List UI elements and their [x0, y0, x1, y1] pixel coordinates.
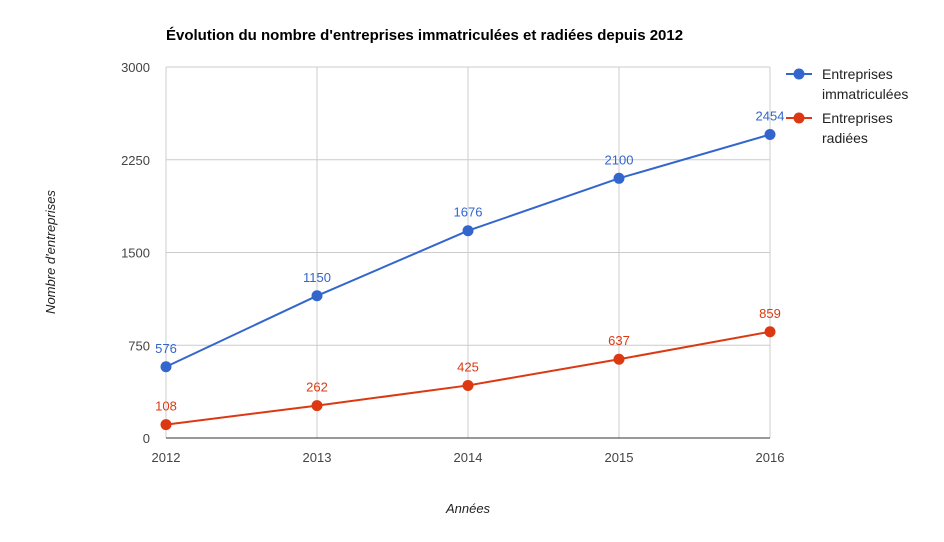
- y-axis-ticks: 0 750 1500 2250 3000: [121, 60, 150, 446]
- data-label: 1676: [454, 205, 483, 220]
- data-point: [462, 225, 474, 237]
- y-tick-label: 0: [143, 431, 150, 446]
- legend: Entreprises immatriculées Entreprises radié…: [786, 66, 908, 146]
- data-point: [160, 361, 172, 373]
- legend-label: immatriculées: [822, 86, 908, 102]
- y-tick-label: 1500: [121, 246, 150, 261]
- data-label: 108: [155, 399, 177, 414]
- legend-item-2: Entreprises radiées: [786, 110, 893, 146]
- data-point: [613, 353, 625, 365]
- data-label: 2100: [605, 152, 634, 167]
- legend-item-1: Entreprises immatriculées: [786, 66, 908, 102]
- x-tick-label: 2013: [303, 450, 332, 465]
- grid: [165, 66, 771, 439]
- x-tick-label: 2015: [605, 450, 634, 465]
- legend-label: Entreprises: [822, 110, 893, 126]
- x-tick-label: 2012: [152, 450, 181, 465]
- y-tick-label: 2250: [121, 153, 150, 168]
- data-label: 425: [457, 359, 479, 374]
- x-axis-label: Années: [445, 501, 491, 516]
- legend-swatch-dot: [793, 112, 805, 124]
- series: 576 1150 1676 2100 2454 108 262 425 637 859: [155, 109, 784, 431]
- x-axis-ticks: 2012 2013 2014 2015 2016: [152, 450, 785, 465]
- legend-swatch-dot: [793, 68, 805, 80]
- data-point: [613, 172, 625, 184]
- series-1: 576 1150 1676 2100 2454: [155, 109, 784, 373]
- data-label: 1150: [303, 270, 331, 285]
- series-2: 108 262 425 637 859: [155, 306, 781, 431]
- data-point: [311, 400, 323, 412]
- data-point: [160, 419, 172, 431]
- data-label: 637: [608, 333, 630, 348]
- data-label: 2454: [756, 109, 785, 124]
- data-label: 859: [759, 306, 781, 321]
- y-axis-label: Nombre d'entreprises: [43, 190, 58, 314]
- data-label: 262: [306, 380, 328, 395]
- data-point: [462, 379, 474, 391]
- legend-label: Entreprises: [822, 66, 893, 82]
- legend-label: radiées: [822, 130, 868, 146]
- data-point: [311, 290, 323, 302]
- y-tick-label: 3000: [121, 60, 150, 75]
- x-tick-label: 2014: [454, 450, 483, 465]
- data-point: [764, 326, 776, 338]
- x-tick-label: 2016: [756, 450, 785, 465]
- y-tick-label: 750: [128, 338, 150, 353]
- chart-title: Évolution du nombre d'entreprises immatr…: [166, 27, 683, 44]
- data-point: [764, 129, 776, 141]
- data-label: 576: [155, 341, 177, 356]
